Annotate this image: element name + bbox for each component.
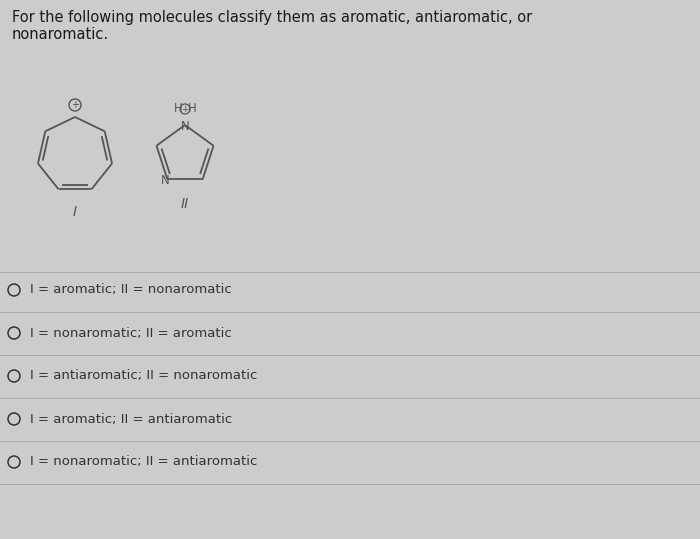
Text: N: N [161, 174, 169, 187]
Text: I = nonaromatic; II = antiaromatic: I = nonaromatic; II = antiaromatic [30, 455, 258, 468]
Text: N: N [181, 120, 190, 133]
Text: I = aromatic; II = nonaromatic: I = aromatic; II = nonaromatic [30, 284, 232, 296]
Text: II: II [181, 197, 189, 211]
Text: I = nonaromatic; II = aromatic: I = nonaromatic; II = aromatic [30, 327, 232, 340]
Text: I = aromatic; II = antiaromatic: I = aromatic; II = antiaromatic [30, 412, 232, 425]
Text: H: H [174, 102, 183, 115]
Text: For the following molecules classify them as aromatic, antiaromatic, or
nonaroma: For the following molecules classify the… [12, 10, 532, 43]
Text: +: + [181, 105, 189, 114]
Text: +: + [71, 100, 79, 110]
Text: I: I [73, 205, 77, 219]
Text: H: H [188, 102, 197, 115]
Text: I = antiaromatic; II = nonaromatic: I = antiaromatic; II = nonaromatic [30, 370, 258, 383]
